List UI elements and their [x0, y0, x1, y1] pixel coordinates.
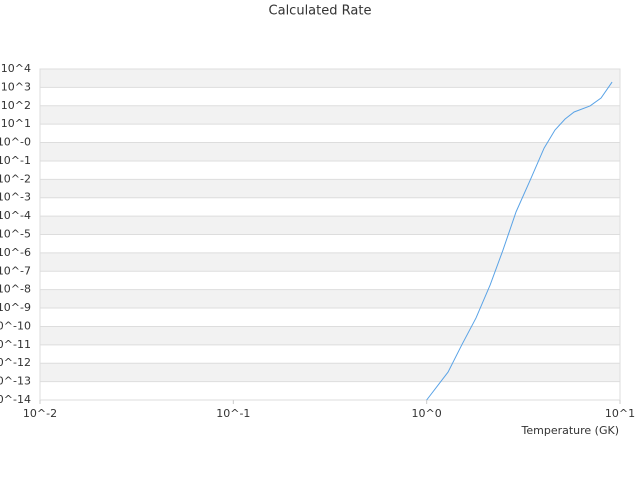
x-tick-label: 10^-2	[23, 407, 57, 420]
y-tick-label: 10^2	[1, 99, 31, 112]
grid-band	[40, 326, 620, 345]
grid-band	[40, 69, 620, 88]
grid-band	[40, 289, 620, 309]
x-axis-label: Temperature (GK)	[521, 424, 620, 437]
grid-band	[40, 363, 620, 382]
y-tick-label: 10^-10	[0, 319, 31, 332]
y-tick-label: 10^-7	[0, 264, 31, 277]
plot-border	[39, 68, 621, 401]
y-tick-label: 10^-5	[0, 228, 31, 241]
grid-band	[40, 179, 620, 198]
y-tick-label: 10^-14	[0, 393, 31, 406]
y-tick-label: 10^-12	[0, 356, 31, 369]
data-line	[426, 81, 613, 401]
y-tick-label: 10^-0	[0, 136, 31, 149]
y-tick-label: 10^1	[1, 117, 31, 130]
grid-band	[40, 252, 620, 272]
y-tick-label: 10^4	[1, 62, 31, 75]
y-tick-label: 10^-4	[0, 209, 31, 222]
grid-band	[40, 216, 620, 235]
y-tick-label: 10^-8	[0, 283, 31, 296]
chart-title: Calculated Rate	[269, 4, 372, 19]
y-tick-label: 10^-9	[0, 301, 31, 314]
y-tick-label: 10^-2	[0, 172, 31, 185]
y-tick-label: 10^-11	[0, 338, 31, 351]
x-tick-label: 10^0	[412, 407, 442, 420]
grid-band	[40, 142, 620, 161]
y-tick-label: 10^-3	[0, 191, 31, 204]
y-tick-label: 10^-6	[0, 246, 31, 259]
x-tick-label: 10^-1	[216, 407, 250, 420]
y-tick-label: 10^-1	[0, 154, 31, 167]
y-tick-label: 10^-13	[0, 375, 31, 388]
y-tick-label: 10^3	[1, 80, 31, 93]
x-tick-label: 10^1	[605, 407, 635, 420]
grid-band	[40, 105, 620, 125]
